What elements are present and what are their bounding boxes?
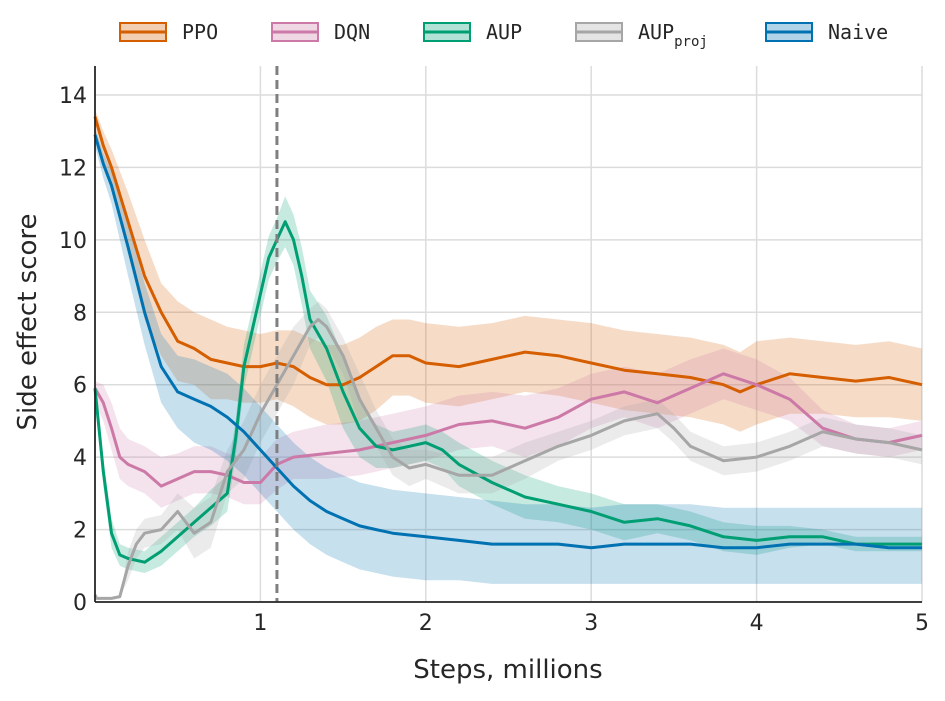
legend-label-aup: AUP bbox=[486, 20, 522, 44]
x-tick-label: 3 bbox=[584, 611, 598, 636]
dqn-band bbox=[95, 348, 922, 508]
aup-line bbox=[93, 220, 922, 564]
y-tick-label: 4 bbox=[73, 446, 87, 471]
aup-band bbox=[95, 196, 922, 573]
confidence-bands bbox=[95, 109, 922, 599]
y-tick-labels: 0 2 4 6 8 10 12 14 bbox=[59, 84, 87, 616]
x-tick-labels: 1 2 3 4 5 bbox=[253, 611, 929, 636]
legend: PPO DQN AUP AUPproj Naive bbox=[119, 20, 888, 50]
ppo-line bbox=[93, 116, 923, 394]
legend-label-aup-proj: AUPproj bbox=[638, 20, 708, 50]
x-tick-label: 4 bbox=[750, 611, 764, 636]
y-tick-label: 2 bbox=[73, 519, 87, 544]
naive-line bbox=[93, 134, 922, 550]
aup-proj-line bbox=[93, 318, 923, 600]
axes bbox=[94, 66, 922, 603]
legend-subscript: proj bbox=[674, 34, 708, 50]
y-axis-title: Side effect score bbox=[13, 213, 43, 430]
y-tick-label: 10 bbox=[59, 229, 87, 254]
legend-label-ppo: PPO bbox=[182, 20, 218, 44]
y-tick-label: 14 bbox=[59, 84, 87, 109]
aup-proj-band bbox=[95, 301, 922, 599]
y-tick-label: 8 bbox=[73, 301, 87, 326]
x-tick-label: 2 bbox=[419, 611, 433, 636]
x-tick-label: 5 bbox=[915, 611, 929, 636]
x-tick-label: 1 bbox=[253, 611, 267, 636]
legend-label-dqn: DQN bbox=[334, 20, 370, 44]
y-tick-label: 6 bbox=[73, 374, 87, 399]
legend-label-naive: Naive bbox=[828, 20, 888, 44]
x-axis-title: Steps, millions bbox=[413, 655, 602, 685]
series-lines bbox=[93, 116, 923, 600]
naive-band bbox=[95, 127, 922, 584]
y-tick-label: 12 bbox=[59, 156, 87, 181]
y-tick-label: 0 bbox=[73, 591, 87, 616]
ppo-band bbox=[95, 109, 922, 432]
